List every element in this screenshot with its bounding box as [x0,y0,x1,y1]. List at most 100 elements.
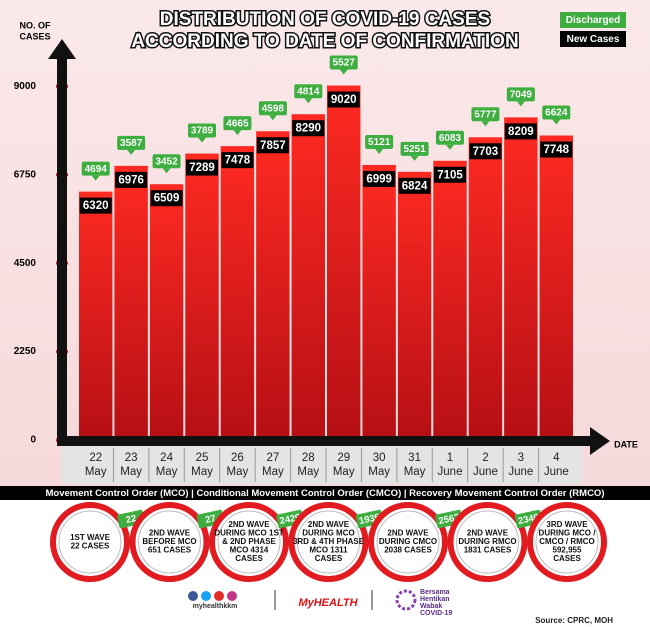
chart-title: DISTRIBUTION OF COVID-19 CASES [160,9,490,30]
discharged-callout [188,123,216,138]
social-handle: myhealthkkm [193,603,238,610]
wave-inner [217,510,281,574]
wave-text: 2ND WAVE [387,529,429,538]
wave-text: 651 CASES [148,546,192,555]
bar [114,165,148,440]
value-label-bg [115,171,148,188]
x-tick-label: 23 May [120,452,142,478]
callout-tip [233,130,242,136]
banner: Movement Control Order (MCO) | Condition… [46,488,605,499]
x-tick-label: 26 May [227,452,249,478]
x-tick-label: 2 June [473,452,498,478]
discharged-label: 4694 [85,164,108,175]
wave-text: DURING CMCO [379,537,437,546]
x-tick-label: 28 May [297,452,319,478]
discharged-callout [117,135,146,150]
discharged-callout [258,101,287,116]
value-label: 6509 [154,193,180,205]
value-label: 6824 [402,180,428,192]
discharged-label: 6083 [439,133,462,144]
value-label: 7703 [473,146,499,158]
discharged-callout [506,87,535,102]
wave-inner [297,510,360,574]
wave-text: 22 CASES [71,541,110,550]
y-axis-title: CASES [19,31,50,41]
value-label-bg [186,159,218,176]
wave-badge-label: 27 [204,513,217,526]
callout-tip [127,149,136,155]
discharged-callout [365,134,394,149]
wave-text: MCO 1311 [309,546,348,555]
wave-text: BEFORE MCO [142,537,196,546]
wave-text: CASES [315,554,343,563]
value-label: 6320 [83,200,109,212]
discharged-label: 5777 [474,109,497,120]
wave-text: DURING MCO 1ST [214,529,283,538]
campaign-logo [395,589,417,611]
callout-tip [162,168,171,174]
value-label: 7289 [189,162,215,174]
callout-tip [268,115,277,121]
wave-text: MCO 4314 [230,546,269,555]
value-label: 6976 [118,174,144,186]
wave-inner [456,510,519,574]
bar [397,171,432,440]
y-tick-label: 0 [30,435,36,446]
wave-inner [376,510,440,574]
value-label-bg [221,152,254,169]
legend-label: New Cases [567,34,620,45]
category-band [62,446,582,484]
wave-text: 3RD WAVE [546,520,588,529]
wave-text: 3RD & 4TH PHASE [293,537,365,546]
x-tick-label: 4 June [544,452,569,478]
callout-tip [304,98,313,104]
discharged-callout [471,107,500,122]
x-tick-label: 30 May [368,452,390,478]
wave-inner [58,510,122,574]
wave-text: DURING RMCO [458,537,516,546]
campaign-text: Wabak [420,603,442,610]
campaign-text: Hentikan [420,596,450,603]
legend-swatch [560,31,626,47]
social-icons [188,591,237,601]
discharged-callout [436,130,464,145]
discharged-label: 6624 [545,108,568,119]
callout-tip [339,69,348,75]
wave-badge-label: 22 [125,513,138,526]
campaign-text: Bersama [420,589,450,596]
discharged-callout [400,141,429,156]
discharged-label: 7049 [510,90,533,101]
callout-tip [552,119,561,125]
discharged-callout [223,116,252,131]
discharged-label: 3587 [120,138,143,149]
callout-tip [198,137,206,143]
wave-text: 592,955 [553,546,582,555]
wave-text: DURING MCO [302,529,354,538]
discharged-callout [542,105,571,120]
campaign-text: COVID-19 [420,610,452,617]
discharged-label: 5251 [403,144,426,155]
x-tick-label: 3 June [508,452,533,478]
wave-text: 2ND WAVE [308,520,350,529]
callout-tip [516,101,525,107]
chart-title: ACCORDING TO DATE OF CONFIRMATION [131,31,518,52]
value-label: 8209 [508,126,534,138]
value-label-bg [469,143,502,160]
wave-text: & 2ND PHASE [222,537,276,546]
x-tick-label: 31 May [404,452,426,478]
value-label-bg [79,197,112,214]
value-label-bg [327,91,360,108]
discharged-label: 4665 [226,118,249,129]
bar [504,117,538,441]
wave-inner [535,510,599,574]
y-axis-title: NO. OF [20,20,52,30]
callout-tip [410,155,419,161]
wave-inner [138,510,201,574]
x-tick-label: 24 May [156,452,178,478]
bar [79,191,113,440]
value-label: 7748 [543,144,569,156]
x-tick-label: 1 June [438,452,463,478]
value-label-bg [434,166,466,183]
wave-text: 2038 CASES [384,546,432,555]
